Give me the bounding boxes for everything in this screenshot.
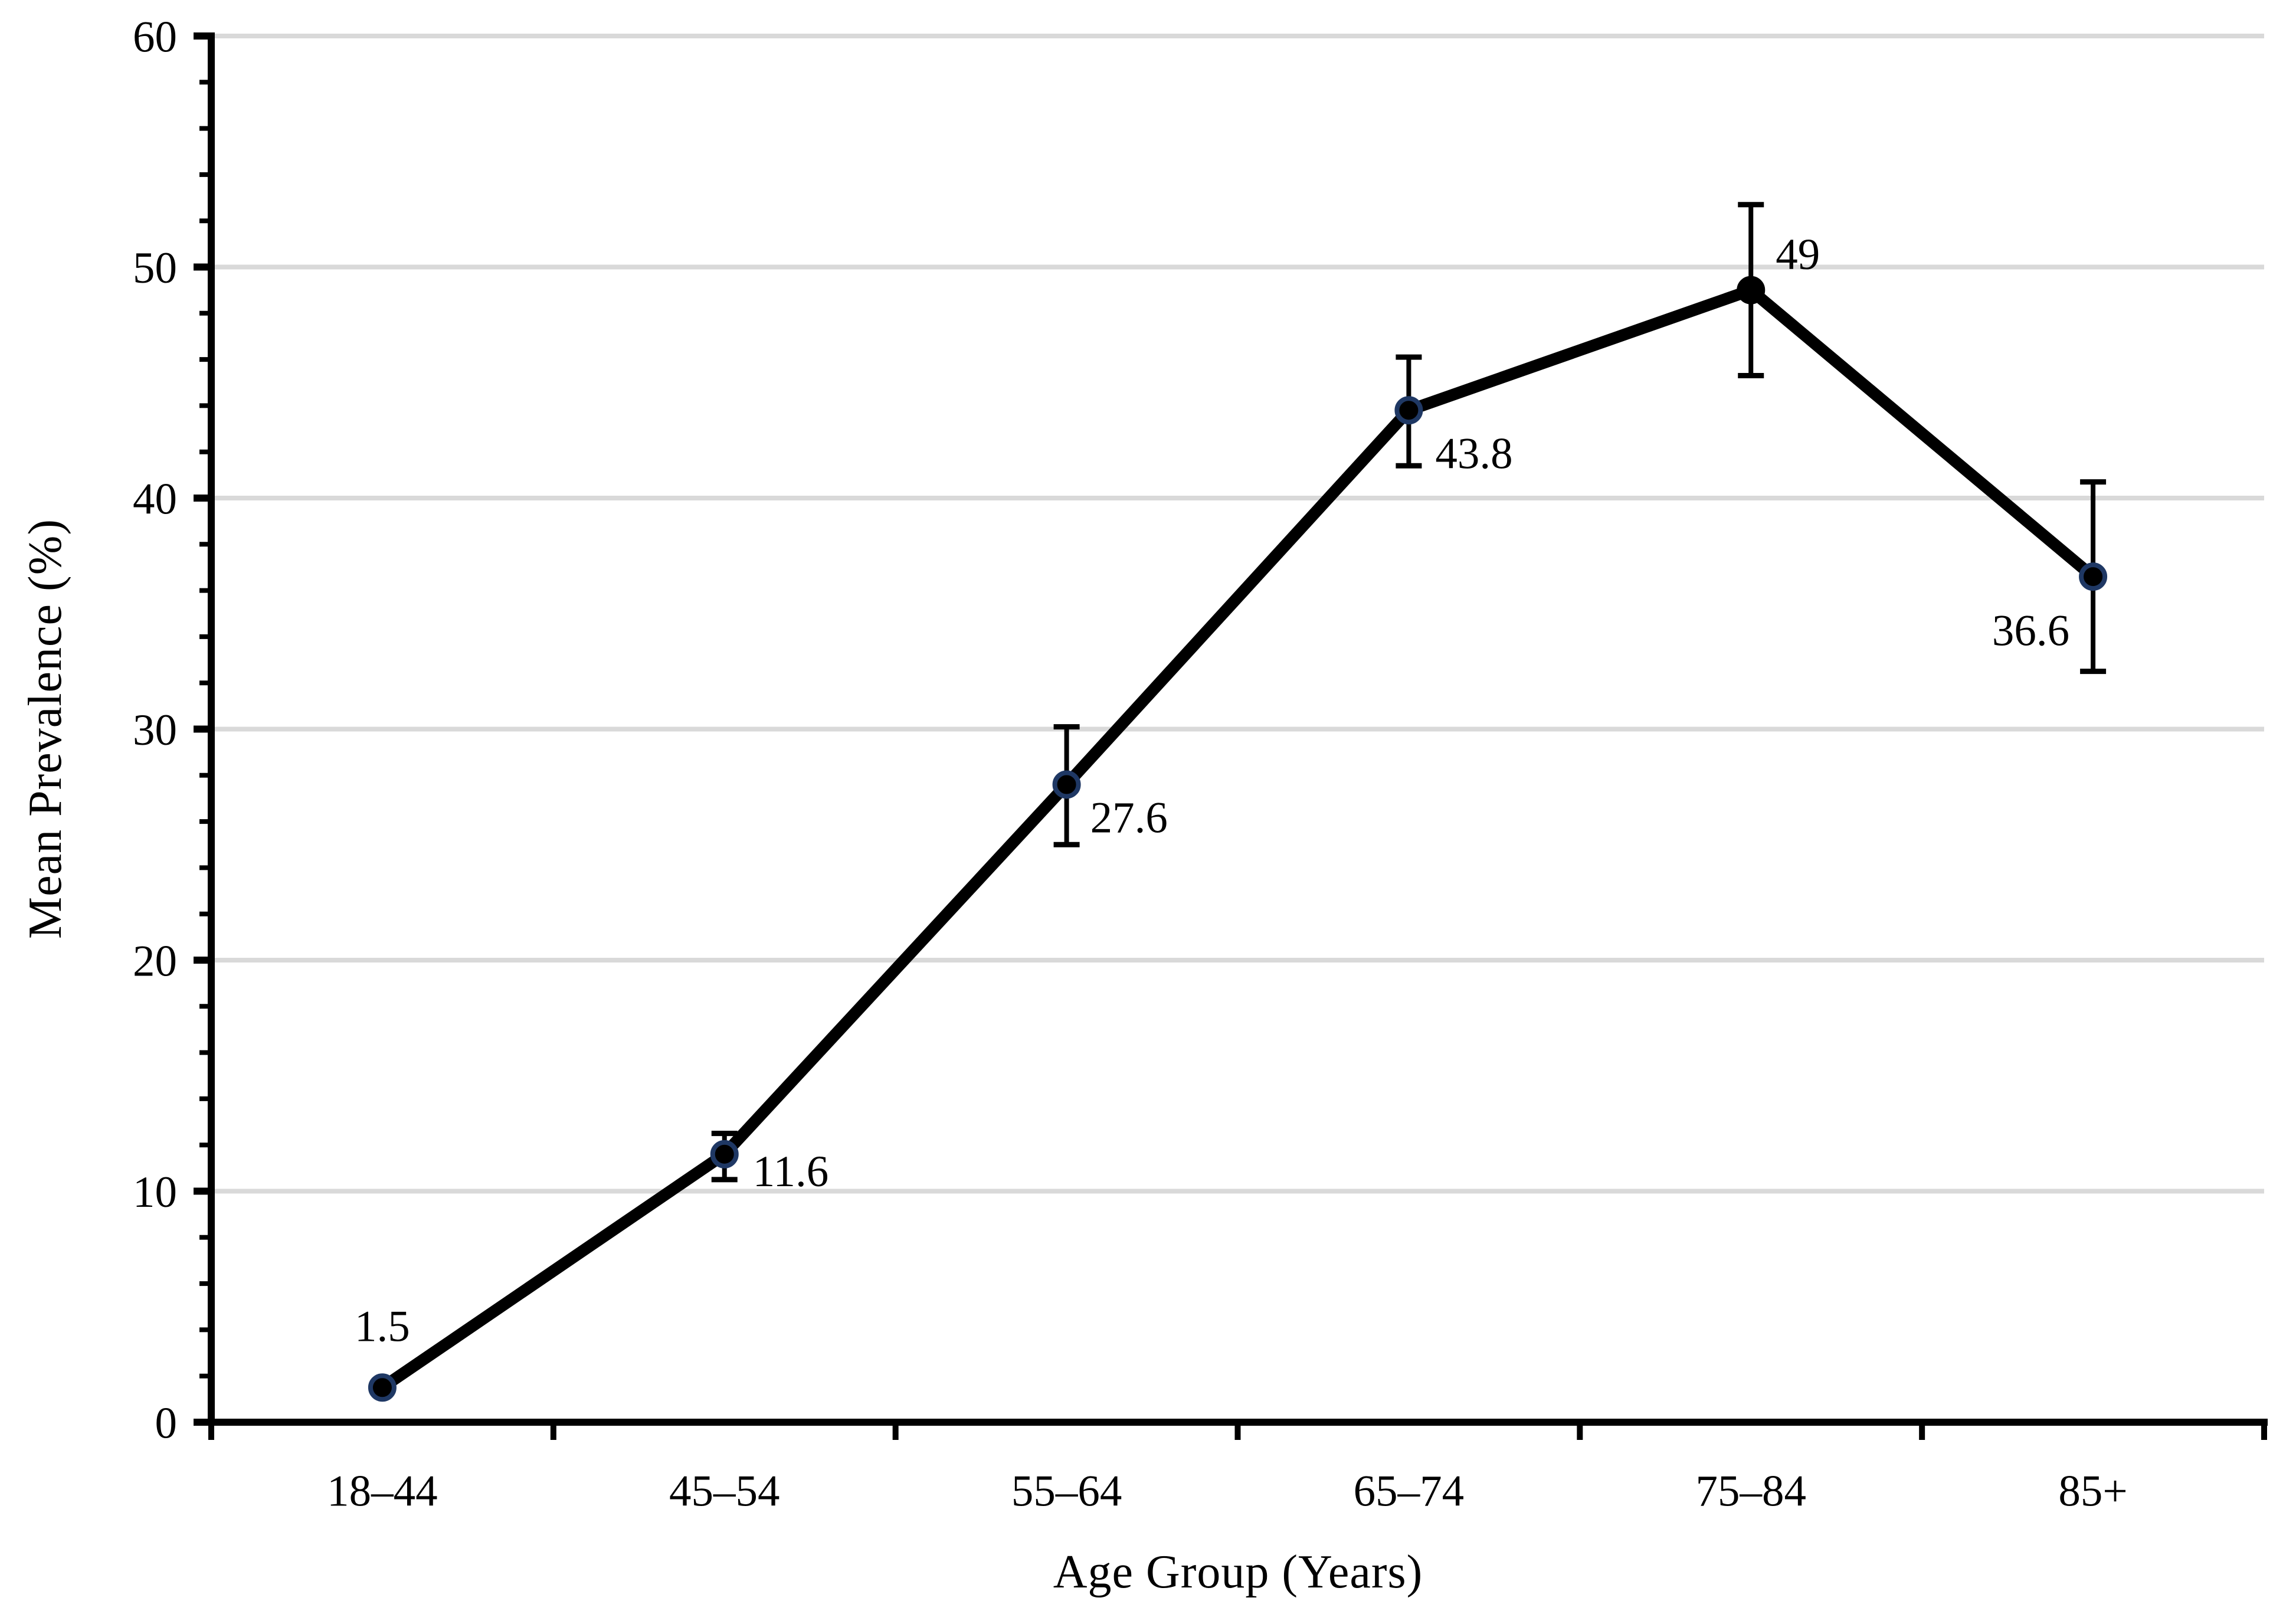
data-label: 36.6	[1992, 606, 2069, 655]
x-tick-label: 18–44	[327, 1466, 438, 1515]
data-label: 11.6	[753, 1147, 828, 1196]
marker	[710, 1140, 739, 1168]
marker	[1052, 770, 1081, 799]
data-label: 27.6	[1090, 794, 1168, 843]
data-markers	[368, 276, 2108, 1402]
series-line	[376, 284, 2100, 1394]
y-tick-label: 60	[133, 12, 177, 61]
marker	[1394, 396, 1423, 425]
x-tick-label: 75–84	[1696, 1466, 1807, 1515]
y-axis	[194, 32, 215, 1426]
data-label: 1.5	[355, 1302, 410, 1351]
x-tick-labels: 18–44 45–54 55–64 65–74 75–84 85+	[327, 1466, 2128, 1515]
marker	[368, 1373, 397, 1402]
x-tick-label: 65–74	[1354, 1466, 1465, 1515]
y-tick-label: 0	[155, 1399, 178, 1448]
y-axis-title: Mean Prevalence (%)	[19, 519, 71, 939]
x-axis	[208, 1419, 2268, 1440]
data-labels: 1.5 11.6 27.6 43.8 49 36.6	[355, 230, 2069, 1351]
x-tick-label: 45–54	[669, 1466, 780, 1515]
x-tick-label: 55–64	[1011, 1466, 1122, 1515]
data-label: 49	[1776, 230, 1820, 279]
y-tick-labels: 0 10 20 30 40 50 60	[133, 12, 177, 1448]
y-tick-label: 20	[133, 937, 177, 986]
y-gridlines	[211, 34, 2264, 1194]
y-tick-label: 40	[133, 474, 177, 523]
series-polyline	[376, 284, 2100, 1394]
marker	[2079, 562, 2108, 591]
marker	[1737, 276, 1766, 305]
y-tick-label: 30	[133, 706, 177, 755]
x-axis-title: Age Group (Years)	[1053, 1546, 1423, 1598]
y-tick-label: 50	[133, 244, 177, 293]
data-label: 43.8	[1435, 429, 1512, 478]
x-tick-label: 85+	[2058, 1466, 2127, 1515]
error-bars	[711, 202, 2107, 1183]
y-tick-label: 10	[133, 1168, 177, 1217]
